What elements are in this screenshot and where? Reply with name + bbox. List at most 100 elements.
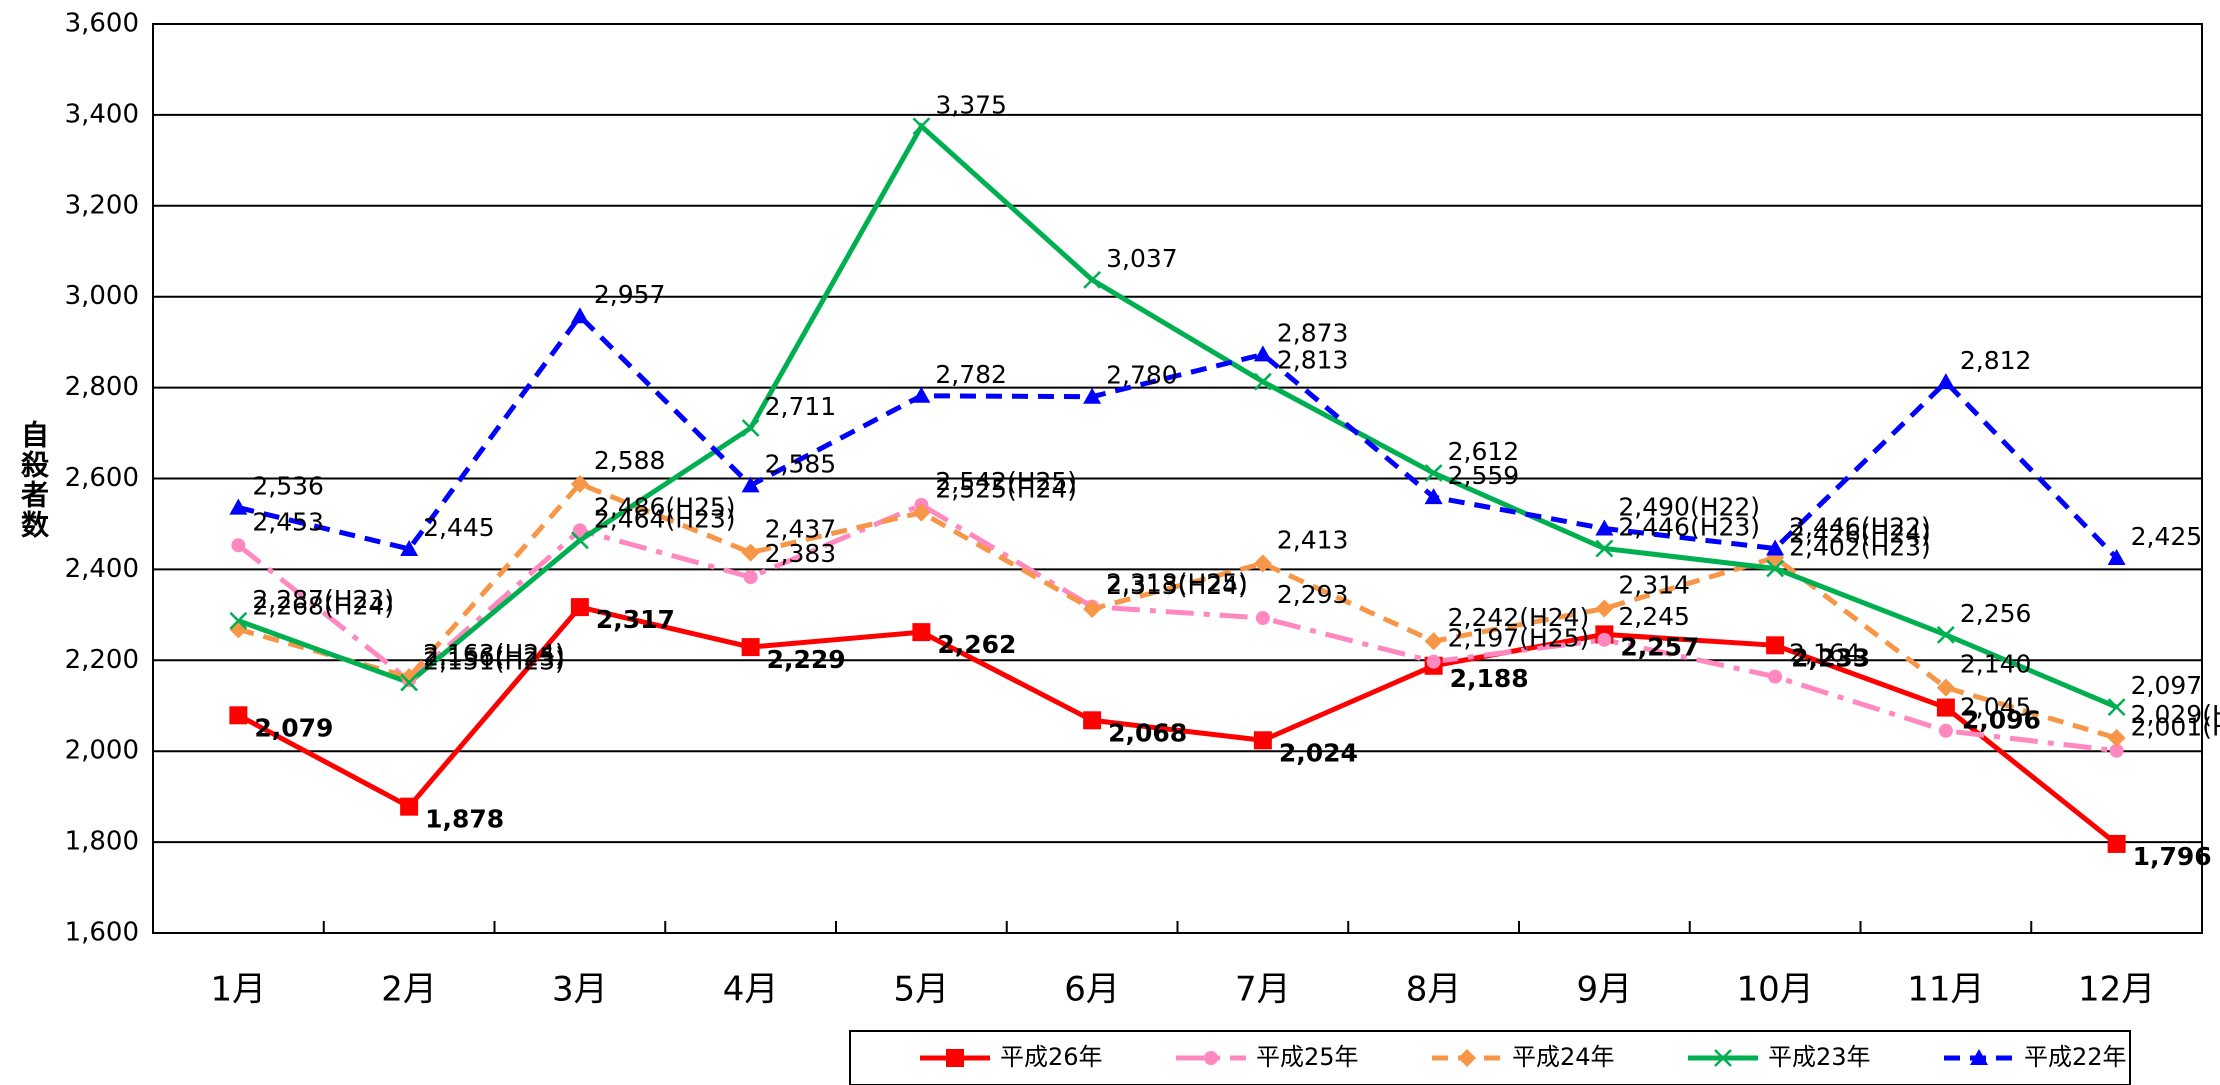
data-label: 2,957 bbox=[594, 280, 666, 309]
marker bbox=[1595, 599, 1614, 618]
data-label: 2,096 bbox=[1962, 706, 2041, 735]
marker bbox=[912, 503, 931, 522]
data-label: 2,426(H24) bbox=[1789, 520, 1931, 549]
marker bbox=[572, 523, 587, 538]
y-tick-label: 2,600 bbox=[65, 463, 139, 493]
marker bbox=[2107, 834, 2126, 853]
marker bbox=[400, 797, 419, 816]
marker bbox=[741, 419, 760, 437]
legend-label: 平成24年 bbox=[1512, 1043, 1615, 1071]
data-label: 2,256 bbox=[1960, 599, 2032, 628]
data-label: 2,233 bbox=[1791, 643, 1870, 672]
y-tick-label: 2,200 bbox=[65, 645, 139, 675]
data-label: 2,197(H25) bbox=[1448, 624, 1590, 653]
marker bbox=[1766, 636, 1785, 655]
data-label: 1,796 bbox=[2133, 842, 2212, 871]
marker bbox=[1936, 625, 1955, 644]
marker bbox=[1458, 1049, 1476, 1067]
x-tick-label: 1月 bbox=[211, 970, 267, 1010]
marker bbox=[400, 673, 419, 692]
data-label: 2,585 bbox=[765, 449, 837, 478]
data-label: 2,525(H24) bbox=[935, 475, 1077, 504]
marker bbox=[741, 543, 760, 562]
data-label: 2,257 bbox=[1620, 632, 1699, 661]
x-tick-label: 5月 bbox=[894, 970, 950, 1010]
marker bbox=[1253, 345, 1272, 362]
data-label: 2,486(H25) bbox=[594, 492, 736, 521]
data-label: 2,383 bbox=[765, 539, 837, 568]
marker bbox=[231, 538, 246, 553]
y-tick-label: 3,400 bbox=[65, 99, 139, 129]
data-label: 2,024 bbox=[1279, 738, 1358, 767]
marker bbox=[570, 307, 589, 324]
data-label: 2,314 bbox=[1618, 570, 1690, 599]
data-label: 2,612 bbox=[1448, 437, 1520, 466]
marker bbox=[229, 611, 248, 630]
data-label: 2,068 bbox=[1108, 718, 1187, 747]
marker bbox=[2109, 743, 2124, 758]
marker bbox=[1255, 611, 1270, 626]
data-label: 2,542(H25) bbox=[935, 467, 1077, 496]
data-label: 2,268(H24) bbox=[252, 591, 394, 620]
x-tick-label: 9月 bbox=[1577, 970, 1633, 1010]
marker bbox=[1766, 559, 1785, 578]
data-label: 2,164 bbox=[1789, 639, 1861, 668]
y-tick-label: 1,600 bbox=[65, 918, 139, 948]
data-label: 2,188 bbox=[1450, 664, 1529, 693]
marker bbox=[1426, 654, 1441, 669]
data-label: 2,001(H25) bbox=[2131, 713, 2220, 742]
marker bbox=[400, 539, 419, 556]
marker bbox=[1970, 1049, 1988, 1065]
data-label: 2,029(H24) bbox=[2131, 700, 2220, 729]
marker bbox=[1083, 711, 1102, 730]
data-label: 2,402(H23) bbox=[1789, 532, 1931, 561]
marker bbox=[570, 598, 589, 617]
marker bbox=[2107, 698, 2126, 716]
marker bbox=[1714, 1049, 1732, 1067]
marker bbox=[570, 474, 589, 493]
data-label: 2,490(H22) bbox=[1618, 492, 1760, 521]
marker bbox=[1253, 554, 1272, 573]
marker bbox=[1938, 723, 1953, 738]
marker bbox=[1424, 464, 1443, 482]
marker bbox=[2107, 549, 2126, 566]
legend-label: 平成26年 bbox=[1000, 1043, 1103, 1071]
x-tick-label: 11月 bbox=[1907, 970, 1984, 1010]
data-label: 2,245 bbox=[1618, 602, 1690, 631]
x-tick-label: 2月 bbox=[381, 970, 437, 1010]
marker bbox=[1253, 731, 1272, 750]
marker bbox=[2107, 729, 2126, 748]
data-label: 2,151(H23) bbox=[423, 647, 565, 676]
x-tick-label: 10月 bbox=[1736, 970, 1813, 1010]
y-axis-label: 自殺者数 bbox=[17, 420, 50, 540]
data-label: 2,156(H25) bbox=[423, 642, 565, 671]
data-label: 2,813 bbox=[1277, 346, 1349, 375]
marker bbox=[1083, 271, 1102, 289]
x-tick-label: 3月 bbox=[552, 970, 608, 1010]
data-label: 2,079 bbox=[254, 713, 333, 742]
marker bbox=[1936, 698, 1955, 717]
data-label: 2,446(H23) bbox=[1618, 512, 1760, 541]
series-line bbox=[236, 502, 2117, 754]
data-label: 2,536 bbox=[252, 472, 324, 501]
data-label: 2,287(H23) bbox=[252, 585, 394, 614]
data-label: 2,163(H24) bbox=[423, 639, 565, 668]
marker bbox=[1424, 632, 1443, 651]
marker bbox=[1766, 539, 1785, 556]
marker bbox=[912, 386, 931, 403]
marker bbox=[1936, 678, 1955, 697]
data-label: 2,242(H24) bbox=[1448, 603, 1590, 632]
data-label: 2,711 bbox=[765, 392, 837, 421]
y-tick-label: 3,000 bbox=[65, 281, 139, 311]
data-label: 2,140 bbox=[1960, 650, 2032, 679]
marker bbox=[1083, 387, 1102, 404]
marker bbox=[229, 706, 248, 725]
data-label: 2,780 bbox=[1106, 361, 1178, 390]
data-label: 2,097 bbox=[2131, 671, 2203, 700]
data-label: 2,313(H24) bbox=[1106, 571, 1248, 600]
marker bbox=[1595, 539, 1614, 558]
legend-label: 平成23年 bbox=[1768, 1043, 1871, 1071]
marker bbox=[912, 117, 931, 136]
y-tick-label: 3,600 bbox=[65, 9, 139, 39]
